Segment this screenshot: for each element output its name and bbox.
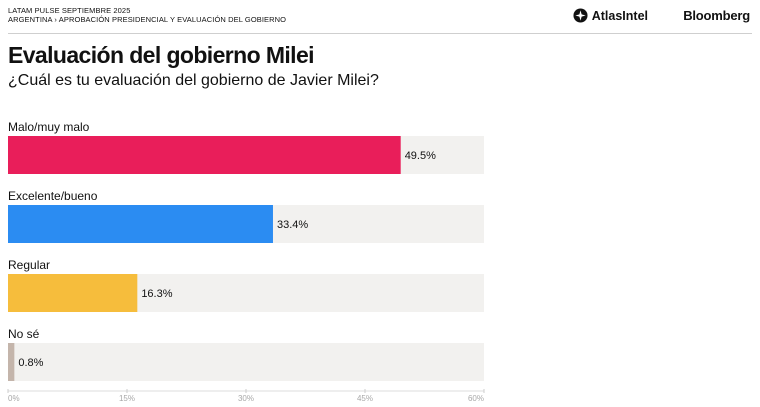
bar — [8, 136, 401, 174]
category-label: Regular — [8, 258, 50, 272]
atlasintel-wordmark: AtlasIntel — [591, 8, 648, 23]
breadcrumb: ARGENTINA › APROBACIÓN PRESIDENCIAL Y EV… — [8, 15, 287, 24]
bar — [8, 205, 273, 243]
data-label: 0.8% — [18, 357, 43, 369]
atlasintel-icon — [573, 8, 588, 23]
category-label: Excelente/bueno — [8, 189, 98, 203]
bar — [8, 274, 138, 312]
bar-track — [8, 343, 484, 381]
data-label: 16.3% — [141, 288, 172, 300]
header-divider — [8, 33, 752, 34]
chart-header: LATAM PULSE SEPTIEMBRE 2025 ARGENTINA › … — [8, 6, 752, 32]
x-tick-label: 30% — [238, 394, 254, 403]
x-tick-label: 60% — [468, 394, 484, 403]
chart-subtitle: ¿Cuál es tu evaluación del gobierno de J… — [8, 72, 379, 89]
data-label: 49.5% — [405, 150, 436, 162]
x-tick-label: 15% — [119, 394, 135, 403]
x-tick-label: 0% — [8, 394, 20, 403]
chart-title: Evaluación del gobierno Milei — [8, 42, 315, 68]
bloomberg-logo: Bloomberg — [683, 8, 750, 23]
bar — [8, 343, 15, 381]
category-label: No sé — [8, 327, 40, 341]
data-label: 33.4% — [277, 219, 308, 231]
atlasintel-logo: AtlasIntel — [573, 8, 648, 23]
x-tick-label: 45% — [357, 394, 373, 403]
category-label: Malo/muy malo — [8, 120, 90, 134]
survey-name: LATAM PULSE SEPTIEMBRE 2025 — [8, 6, 131, 15]
